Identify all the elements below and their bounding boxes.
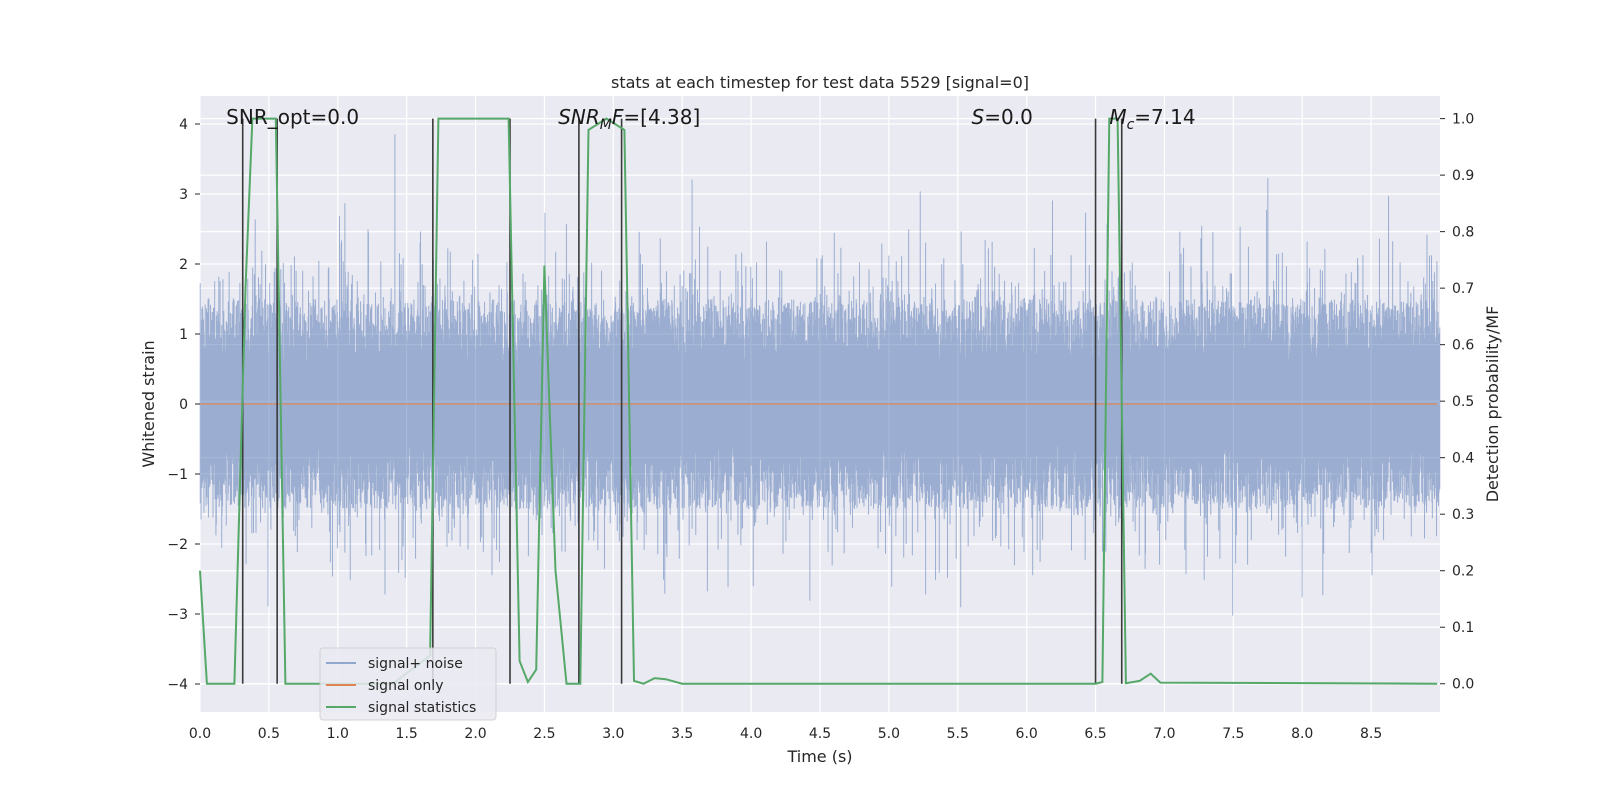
x-tick-label: 5.5: [947, 726, 969, 742]
y2-tick-label: 0.0: [1452, 677, 1474, 693]
annotation-text: SNRMF=[4.38]: [558, 105, 700, 133]
annotation-text: Mc=7.14: [1109, 105, 1195, 133]
y2-tick-label: 0.2: [1452, 564, 1474, 580]
y2-axis-ticks: 1.0 0.9 0.8 0.7 0.6 0.5 0.4 0.3 0.2 0.1 0.0: [1440, 112, 1474, 693]
y-tick-label: 3: [179, 187, 188, 203]
x-tick-label: 4.0: [740, 726, 762, 742]
x-tick-label: 5.0: [878, 726, 900, 742]
y2-tick-label: 0.4: [1452, 451, 1474, 467]
x-tick-label: 7.0: [1153, 726, 1175, 742]
y-tick-label: −1: [167, 467, 188, 483]
x-tick-label: 0.5: [258, 726, 280, 742]
y2-tick-label: 0.5: [1452, 394, 1474, 410]
y-tick-label: 0: [179, 397, 188, 413]
annotation-text: SNR_opt=0.0: [226, 105, 359, 129]
x-tick-label: 7.5: [1222, 726, 1244, 742]
x-tick-label: 2.5: [533, 726, 555, 742]
chart-title: stats at each timestep for test data 552…: [611, 73, 1029, 92]
signal-statistics-series: [199, 117, 1438, 685]
y2-axis-label: Detection probability/MF: [1483, 306, 1502, 503]
x-tick-label: 3.5: [671, 726, 693, 742]
vertical-markers: [241, 118, 1123, 684]
y2-tick-label: 0.3: [1452, 507, 1474, 523]
annotations: SNR_opt=0.0 SNRMF=[4.38] S=0.0 Mc=7.14: [226, 105, 1195, 133]
legend-box: [319, 647, 497, 721]
y-tick-label: 2: [179, 257, 188, 273]
x-tick-label: 1.0: [327, 726, 349, 742]
y2-tick-label: 0.7: [1452, 281, 1474, 297]
legend-label-signal-only: signal only: [368, 678, 443, 694]
y-tick-label: 1: [179, 327, 188, 343]
y-axis-label: Whitened strain: [139, 340, 158, 467]
y2-tick-label: 0.9: [1452, 168, 1474, 184]
x-tick-label: 0.0: [189, 726, 211, 742]
x-axis-ticks: 0.0 0.5 1.0 1.5 2.0 2.5 3.0 3.5 4.0 4.5 5.0 5.5 6.0 6…: [189, 726, 1382, 742]
y-axis-ticks: 4 3 2 1 0 −1 −2 −3 −4: [167, 117, 200, 693]
x-tick-label: 6.5: [1084, 726, 1106, 742]
y-tick-label: −2: [167, 537, 188, 553]
y-tick-label: 4: [179, 117, 188, 133]
x-tick-label: 1.5: [396, 726, 418, 742]
y2-tick-label: 0.6: [1452, 338, 1474, 354]
y2-tick-label: 0.1: [1452, 620, 1474, 636]
legend-label-signal-noise: signal+ noise: [368, 656, 463, 672]
y2-tick-label: 1.0: [1452, 112, 1474, 128]
x-tick-label: 8.5: [1360, 726, 1382, 742]
x-axis-label: Time (s): [786, 747, 852, 766]
legend: signal+ noise signal only signal statist…: [319, 647, 497, 721]
y-tick-label: −3: [167, 607, 188, 623]
x-tick-label: 8.0: [1291, 726, 1313, 742]
y-tick-label: −4: [167, 677, 188, 693]
x-tick-label: 4.5: [809, 726, 831, 742]
x-tick-label: 3.0: [602, 726, 624, 742]
annotation-text: S=0.0: [972, 105, 1033, 129]
legend-label-signal-statistics: signal statistics: [368, 700, 476, 716]
y2-tick-label: 0.8: [1452, 225, 1474, 241]
x-tick-label: 2.0: [464, 726, 486, 742]
x-tick-label: 6.0: [1016, 726, 1038, 742]
